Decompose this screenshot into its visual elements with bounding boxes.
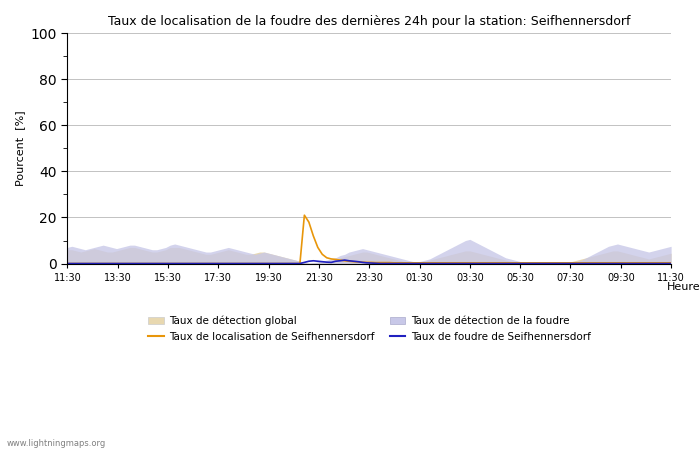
Y-axis label: Pourcent  [%]: Pourcent [%] (15, 111, 25, 186)
Legend: Taux de détection global, Taux de localisation de Seifhennersdorf, Taux de détec: Taux de détection global, Taux de locali… (144, 312, 595, 346)
Text: www.lightningmaps.org: www.lightningmaps.org (7, 439, 106, 448)
X-axis label: Heure: Heure (666, 282, 700, 292)
Title: Taux de localisation de la foudre des dernières 24h pour la station: Seifhenners: Taux de localisation de la foudre des de… (108, 15, 631, 28)
